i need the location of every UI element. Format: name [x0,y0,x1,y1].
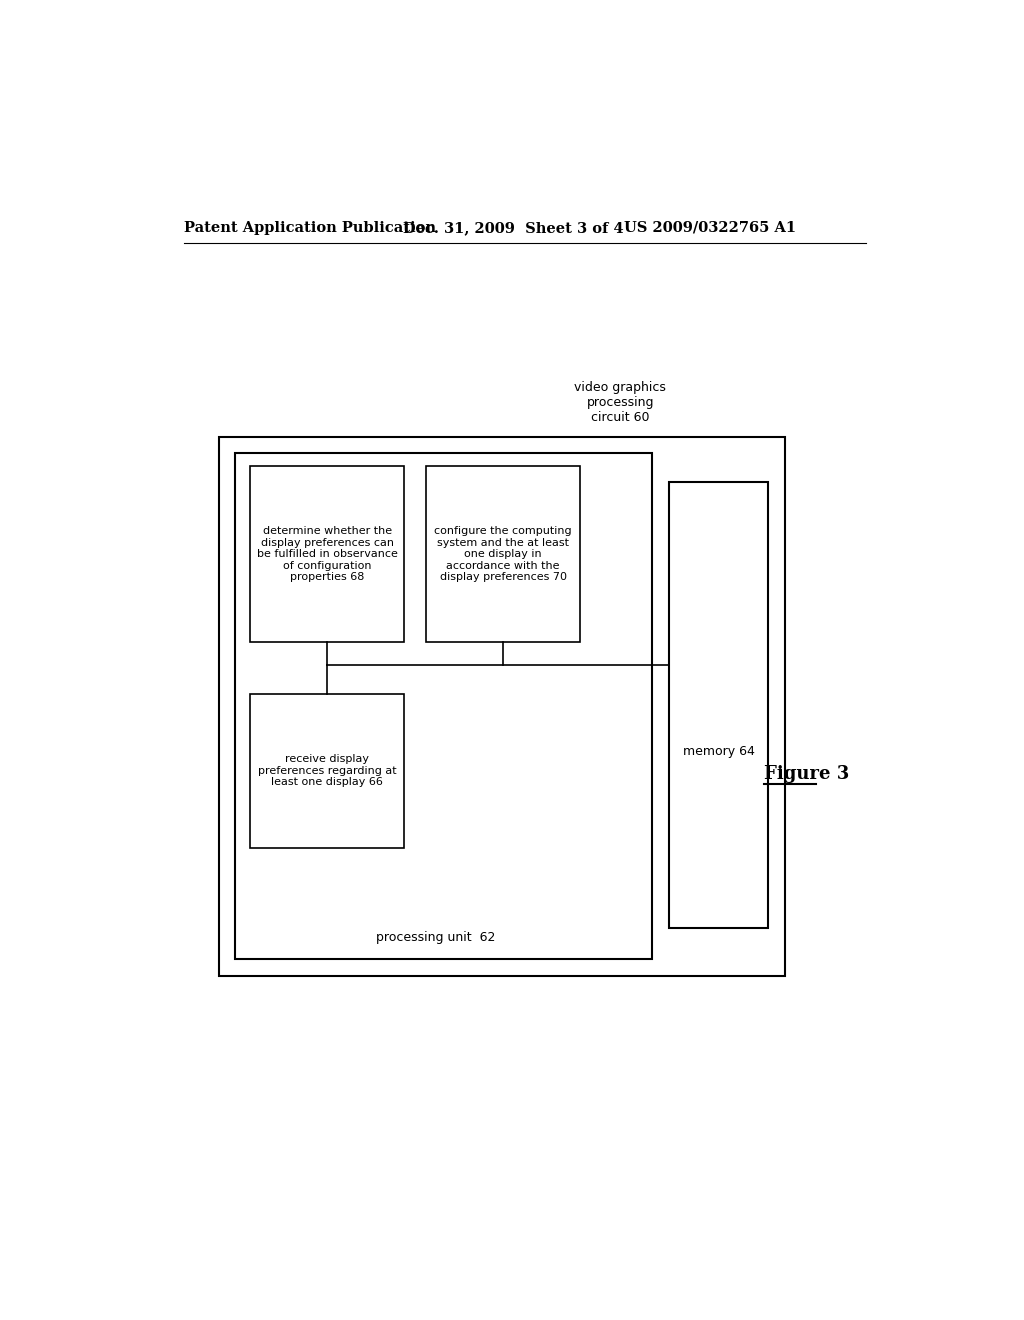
Text: US 2009/0322765 A1: US 2009/0322765 A1 [624,220,796,235]
Text: processing unit  62: processing unit 62 [376,931,496,944]
Bar [234,453,652,960]
Bar [251,693,403,847]
Bar [669,482,768,928]
Text: Dec. 31, 2009  Sheet 3 of 4: Dec. 31, 2009 Sheet 3 of 4 [403,220,624,235]
Text: video graphics
processing
circuit 60: video graphics processing circuit 60 [574,381,666,424]
Bar [251,466,403,642]
Text: Figure 3: Figure 3 [764,766,849,783]
Text: memory 64: memory 64 [683,744,755,758]
Text: determine whether the
display preferences can
be fulfilled in observance
of conf: determine whether the display preference… [257,525,397,582]
Text: receive display
preferences regarding at
least one display 66: receive display preferences regarding at… [258,754,396,787]
Bar [219,437,785,977]
Bar [426,466,580,642]
Text: Patent Application Publication: Patent Application Publication [183,220,436,235]
Text: configure the computing
system and the at least
one display in
accordance with t: configure the computing system and the a… [434,525,572,582]
